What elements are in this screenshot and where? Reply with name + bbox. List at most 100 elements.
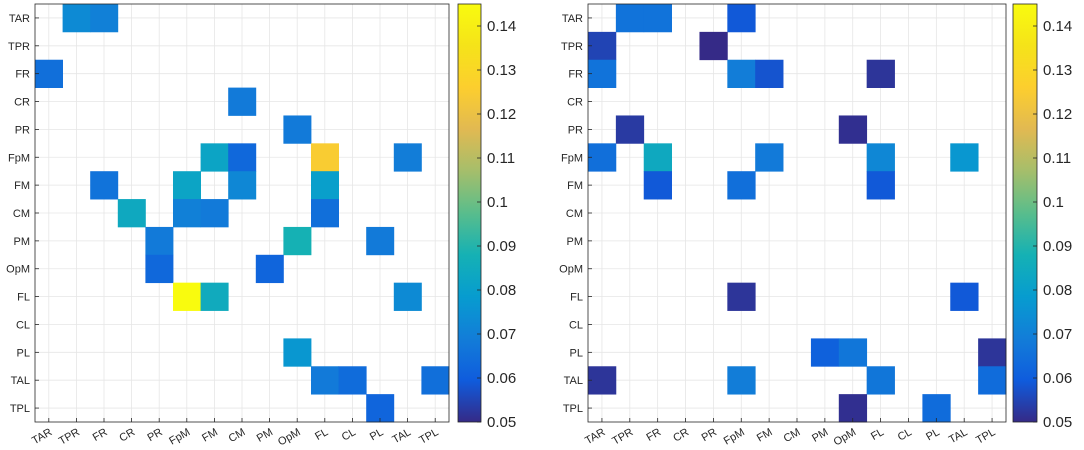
heatmap-cell-OpM-PR [145, 254, 174, 284]
y-tick-label: OpM [6, 264, 30, 276]
heatmap-cell-FM-FpM [727, 171, 756, 200]
heatmap-cell-FM-FR [90, 171, 119, 200]
y-tick-label: CR [567, 97, 583, 109]
heatmap-cell-TAR-FR [643, 4, 672, 33]
heatmap-cell-PL-PM [810, 338, 840, 367]
heatmap-cell-TAL-TPL [978, 366, 1007, 395]
y-tick-label: FR [568, 69, 583, 81]
colorbar-tick-label: 0.09 [487, 238, 516, 255]
heatmap-cell-PR-TPR [615, 115, 645, 144]
heatmap-cell-FL-FpM [173, 282, 201, 311]
x-tick-label: CM [782, 426, 803, 445]
heatmap-cell-FL-TAL [950, 282, 979, 311]
heatmap-cell-PM-PR [145, 226, 174, 256]
x-tick-label: TAL [390, 426, 413, 446]
heatmap-cell-PM-OpM [283, 226, 312, 256]
colorbar-tick-label: 0.1 [1043, 194, 1064, 211]
heatmap-cell-FR-TAR [35, 59, 63, 88]
x-tick-label: PL [368, 426, 386, 443]
x-tick-label: TAR [30, 426, 54, 447]
x-tick-label: TAL [947, 426, 970, 446]
heatmap-cell-FR-TAR [588, 59, 617, 88]
heatmap-cell-TAL-CL [338, 366, 367, 395]
heatmap-cell-FM-FL [866, 171, 895, 200]
colorbar-tick-label: 0.1 [487, 194, 508, 211]
y-tick-label: PL [570, 347, 583, 359]
heatmap-cell-CM-FM [200, 199, 229, 228]
heatmap-cell-FpM-FL [866, 143, 895, 172]
colorbar-tick-label: 0.13 [1043, 62, 1072, 79]
colorbar-tick-label: 0.13 [487, 62, 516, 79]
x-tick-label: OpM [276, 426, 303, 448]
colorbar [457, 3, 482, 423]
y-tick-label: TAL [564, 375, 583, 387]
y-tick-label: FpM [561, 152, 583, 164]
x-tick-label: PM [810, 426, 830, 445]
colorbar-tick-label: 0.07 [1043, 326, 1072, 343]
heatmap-cell-FL-FpM [727, 282, 756, 311]
x-tick-label: TPL [417, 426, 440, 446]
heatmap-cell-FpM-TAL [393, 143, 422, 172]
heatmap-cell-TAR-FpM [727, 4, 756, 33]
y-tick-label: OpM [559, 264, 583, 276]
y-tick-label: TPR [561, 41, 583, 53]
heatmap-cell-FR-FpM [727, 59, 756, 88]
heatmap-cell-FM-FR [643, 171, 672, 200]
heatmap-cell-CR-CM [228, 87, 257, 116]
heatmap-cell-TPL-PL [922, 394, 951, 423]
x-tick-label: PM [255, 426, 275, 445]
heatmap-panel-1: TARTARTPRTPRFRFRCRCRPRPRFpMFpMFMFMCMCMPM… [6, 3, 516, 449]
heatmap-cell-PR-OpM [838, 115, 868, 144]
y-tick-label: FL [17, 292, 30, 304]
x-tick-label: PR [145, 426, 164, 444]
heatmap-cell-TPR-PR [699, 31, 728, 61]
heatmap-cell-TAR-TPR [62, 4, 91, 33]
y-tick-label: PR [568, 124, 583, 136]
heatmap-cell-FpM-FM [200, 143, 229, 172]
heatmap-cell-TAR-FR [90, 4, 119, 33]
heatmap-cell-FM-FpM [173, 171, 201, 200]
y-tick-label: PL [17, 347, 30, 359]
y-tick-label: PM [14, 236, 31, 248]
y-tick-label: FM [14, 180, 30, 192]
x-tick-label: OpM [832, 426, 859, 448]
heatmap-cell-PR-OpM [283, 115, 312, 144]
heatmap-cell-CM-FpM [173, 199, 201, 228]
heatmap-cell-TAL-TAR [588, 366, 617, 395]
heatmap-cell-CM-CR [117, 199, 146, 228]
x-tick-label: TPL [974, 426, 997, 446]
x-tick-label: CR [117, 426, 137, 444]
x-tick-label: FpM [722, 426, 747, 447]
y-tick-label: CM [13, 208, 30, 220]
heatmap-cell-TPR-TAR [588, 31, 617, 61]
heatmap-cell-TAL-FL [311, 366, 339, 395]
heatmap-cell-FpM-CM [228, 143, 257, 172]
x-tick-label: CL [340, 426, 358, 443]
heatmap-cell-FpM-TAR [588, 143, 617, 172]
x-tick-label: TAR [583, 426, 607, 447]
heatmap-cell-FpM-FR [643, 143, 672, 172]
colorbar-tick-label: 0.05 [1043, 414, 1072, 431]
y-tick-label: FL [570, 292, 583, 304]
heatmap-cell-PL-TPL [978, 338, 1007, 367]
y-tick-label: CM [566, 208, 583, 220]
heatmap-cell-TPL-OpM [838, 394, 868, 423]
colorbar [1012, 3, 1038, 423]
heatmap-cell-OpM-PM [255, 254, 284, 284]
heatmap-cell-PM-PL [366, 226, 395, 256]
x-tick-label: FpM [167, 426, 192, 447]
x-tick-label: FL [313, 426, 330, 443]
heatmap-cell-TAL-TPL [421, 366, 450, 395]
heatmap-cell-FpM-FL [311, 143, 339, 172]
colorbar-tick-label: 0.07 [487, 326, 516, 343]
y-tick-label: TPL [10, 403, 30, 415]
heatmap-cell-FR-FL [866, 59, 895, 88]
heatmap-panel-2: TARTARTPRTPRFRFRCRCRPRPRFpMFpMFMFMCMCMPM… [559, 3, 1072, 449]
y-tick-label: FpM [8, 152, 30, 164]
y-tick-label: TAR [562, 13, 583, 25]
x-tick-label: FM [200, 426, 220, 444]
heatmap-cell-FM-CM [228, 171, 257, 200]
colorbar-tick-label: 0.08 [1043, 282, 1072, 299]
colorbar-tick-label: 0.06 [1043, 370, 1072, 387]
colorbar-tick-label: 0.14 [1043, 18, 1072, 35]
